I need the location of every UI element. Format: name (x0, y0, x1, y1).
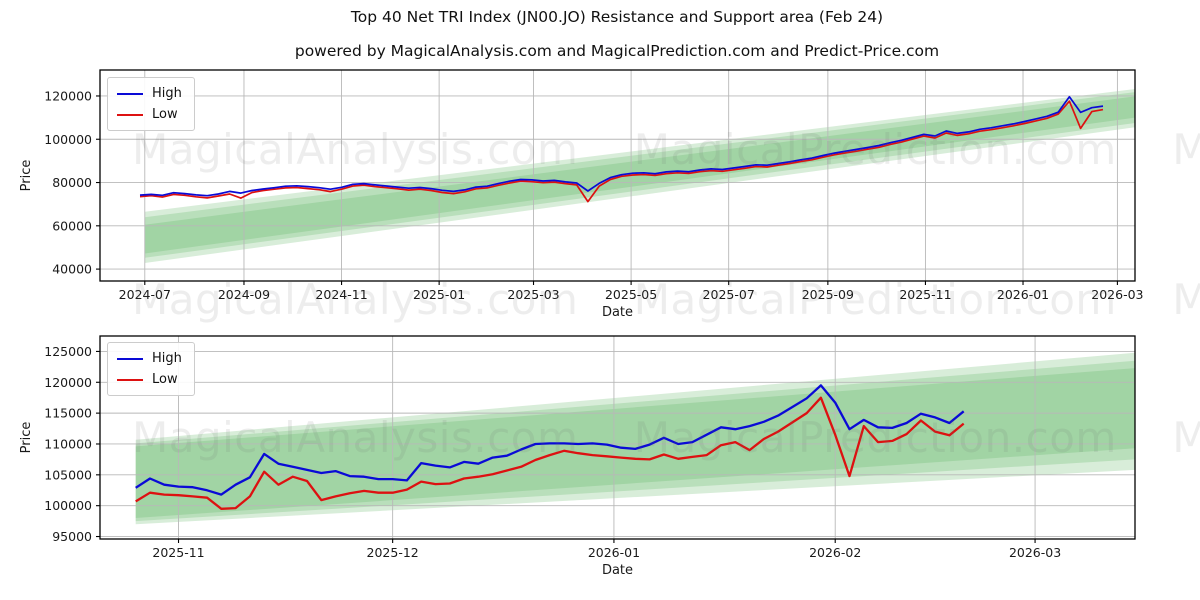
y-tick-label: 105000 (44, 467, 92, 482)
y-tick-label: 100000 (44, 132, 92, 147)
x-tick-label: 2024-09 (218, 287, 270, 302)
y-tick-label: 80000 (52, 175, 92, 190)
x-tick-label: 2026-03 (1091, 287, 1143, 302)
x-tick-label: 2025-12 (367, 545, 419, 560)
legend-item-low: Low (117, 369, 182, 390)
y-tick-label: 100000 (44, 498, 92, 513)
x-tick-label: 2025-07 (703, 287, 755, 302)
x-axis-label: Date (602, 563, 633, 578)
legend-label-low: Low (152, 107, 178, 122)
support-resistance-band (135, 368, 1135, 518)
x-tick-label: 2024-11 (315, 287, 367, 302)
low-line-swatch (117, 113, 143, 116)
x-tick-label: 2026-03 (1009, 545, 1061, 560)
y-tick-label: 120000 (44, 375, 92, 390)
y-tick-label: 40000 (52, 262, 92, 277)
high-line-swatch (117, 357, 143, 360)
y-tick-label: 120000 (44, 88, 92, 103)
x-tick-label: 2026-01 (588, 545, 640, 560)
legend-item-low: Low (117, 104, 182, 125)
y-tick-label: 115000 (44, 406, 92, 421)
x-axis-label: Date (602, 305, 633, 320)
y-axis-label: Price (19, 422, 34, 454)
support-resistance-band (144, 89, 1136, 263)
bottom-chart-legend: High Low (107, 342, 195, 396)
x-tick-label: 2025-09 (802, 287, 854, 302)
y-tick-label: 125000 (44, 344, 92, 359)
top-chart: 2024-07 2024-09 2024-11 2025-01 2025-03 2025-… (19, 69, 1144, 320)
support-resistance-band (135, 352, 1135, 525)
y-axis-label: Price (19, 160, 34, 192)
high-line-swatch (117, 92, 143, 95)
low-line (135, 396, 965, 510)
y-tick-label: 95000 (52, 529, 92, 544)
plot-border (99, 69, 1136, 282)
x-tick-label: 2025-11 (899, 287, 951, 302)
x-tick-label: 2025-01 (413, 287, 465, 302)
x-tick-label: 2025-03 (507, 287, 559, 302)
low-line (139, 100, 1104, 203)
x-tick-label: 2025-05 (605, 287, 657, 302)
x-tick-label: 2026-02 (809, 545, 861, 560)
figure-subtitle: powered by MagicalAnalysis.com and Magic… (294, 42, 940, 60)
y-tick-label: 110000 (44, 436, 92, 451)
x-tick-label: 2024-07 (119, 287, 171, 302)
high-line (135, 384, 965, 496)
legend-label-high: High (152, 351, 182, 366)
x-tick-label: 2026-01 (997, 287, 1049, 302)
high-line (139, 95, 1104, 197)
figure-title: Top 40 Net TRI Index (JN00.JO) Resistanc… (350, 8, 884, 26)
legend-item-high: High (117, 348, 182, 369)
support-resistance-band (135, 360, 1135, 522)
top-chart-legend: High Low (107, 77, 195, 131)
legend-label-low: Low (152, 372, 178, 387)
legend-label-high: High (152, 86, 182, 101)
legend-item-high: High (117, 83, 182, 104)
low-line-swatch (117, 378, 143, 381)
plot-border (99, 335, 1136, 540)
x-tick-label: 2025-11 (152, 545, 204, 560)
y-tick-label: 60000 (52, 218, 92, 233)
